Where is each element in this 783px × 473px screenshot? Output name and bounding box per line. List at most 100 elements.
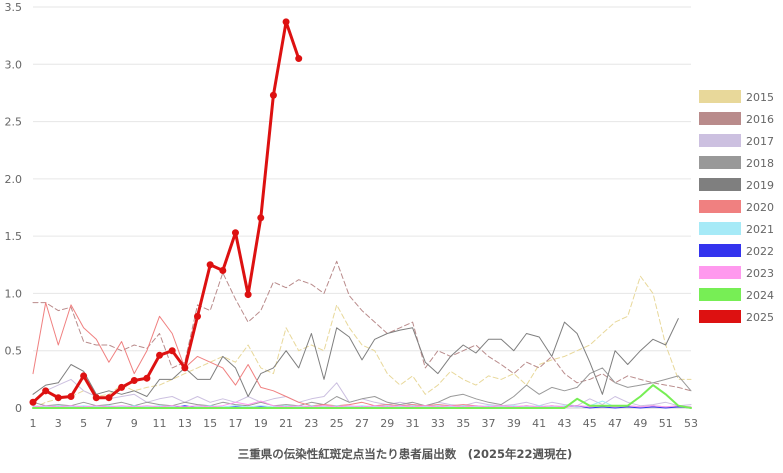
series-line-2023 — [32, 400, 692, 408]
y-axis-ticks: 0 0.5 1.0 1.5 2.0 2.5 3.0 3.5 — [5, 1, 23, 415]
x-axis-title: 三重県の伝染性紅斑定点当たり患者届出数 (2025年22週現在) — [238, 447, 573, 461]
x-tick-label: 23 — [304, 417, 318, 430]
x-tick-label: 39 — [507, 417, 521, 430]
x-axis-ticks: 1 3 5 7 9 11 13 15 17 19 21 23 25 27 29 31 33 35 37 39 41 43 4… — [30, 417, 699, 430]
x-tick-label: 13 — [178, 417, 192, 430]
x-tick-label: 21 — [279, 417, 293, 430]
legend-swatch — [699, 178, 741, 191]
x-tick-label: 43 — [557, 417, 571, 430]
series-point-2025 — [105, 394, 113, 402]
y-tick-label: 1.5 — [5, 230, 23, 243]
series-point-2025 — [244, 291, 252, 299]
series-point-2025 — [143, 374, 151, 382]
legend-label: 2022 — [746, 245, 774, 258]
series-point-2025 — [130, 377, 138, 385]
legend-label: 2023 — [746, 267, 774, 280]
legend-item-2023[interactable]: 2023 — [699, 266, 774, 280]
x-tick-label: 15 — [203, 417, 217, 430]
x-tick-label: 41 — [532, 417, 546, 430]
series-line-2019 — [32, 318, 679, 397]
series-point-2025 — [219, 267, 227, 275]
x-tick-label: 1 — [30, 417, 37, 430]
series-point-2025 — [269, 91, 277, 99]
legend-swatch — [699, 266, 741, 279]
legend-swatch — [699, 222, 741, 235]
legend-swatch — [699, 134, 741, 147]
legend-swatch — [699, 112, 741, 125]
legend-item-2019[interactable]: 2019 — [699, 178, 774, 192]
legend-swatch — [699, 244, 741, 257]
x-tick-label: 31 — [406, 417, 420, 430]
legend-label: 2017 — [746, 135, 774, 148]
legend-label: 2016 — [746, 113, 774, 126]
x-tick-label: 25 — [330, 417, 344, 430]
x-tick-label: 5 — [80, 417, 87, 430]
legend-item-2021[interactable]: 2021 — [699, 222, 774, 236]
y-tick-label: 3.5 — [5, 1, 23, 14]
x-tick-label: 47 — [608, 417, 622, 430]
x-tick-label: 37 — [482, 417, 496, 430]
legend-label: 2015 — [746, 91, 774, 104]
series-point-2025 — [54, 394, 62, 402]
legend-swatch — [699, 288, 741, 301]
x-tick-label: 9 — [131, 417, 138, 430]
legend-item-2020[interactable]: 2020 — [699, 200, 774, 214]
series-lines — [29, 18, 692, 409]
x-tick-label: 33 — [431, 417, 445, 430]
series-point-2025 — [42, 387, 50, 395]
legend-swatch — [699, 90, 741, 103]
legend-item-2015[interactable]: 2015 — [699, 90, 774, 104]
legend-label: 2020 — [746, 201, 774, 214]
x-tick-label: 11 — [153, 417, 167, 430]
series-line-2015 — [32, 275, 692, 409]
series-line-2016 — [32, 260, 692, 392]
x-tick-label: 45 — [583, 417, 597, 430]
series-point-2025 — [231, 229, 239, 237]
series-point-2025 — [168, 347, 176, 355]
x-tick-label: 27 — [355, 417, 369, 430]
x-tick-label: 51 — [659, 417, 673, 430]
series-point-2025 — [156, 351, 164, 359]
series-point-2025 — [295, 55, 303, 63]
series-point-2025 — [257, 214, 265, 222]
series-line-2025 — [31, 20, 301, 404]
legend-swatch — [699, 200, 741, 213]
legend-item-2022[interactable]: 2022 — [699, 244, 774, 258]
series-point-2025 — [181, 364, 189, 372]
series-point-2025 — [118, 383, 126, 391]
y-tick-label: 2.5 — [5, 116, 23, 129]
legend-item-2016[interactable]: 2016 — [699, 112, 774, 126]
legend-item-2025[interactable]: 2025 — [699, 310, 774, 324]
grid-lines — [33, 6, 691, 409]
x-tick-label: 49 — [633, 417, 647, 430]
legend-item-2024[interactable]: 2024 — [699, 288, 774, 302]
legend-label: 2024 — [746, 289, 774, 302]
x-tick-label: 19 — [254, 417, 268, 430]
legend-label: 2025 — [746, 311, 774, 324]
series-point-2025 — [92, 394, 100, 402]
series-point-2025 — [282, 18, 290, 26]
y-tick-label: 0.5 — [5, 345, 23, 358]
legend-item-2017[interactable]: 2017 — [699, 134, 774, 148]
legend-label: 2021 — [746, 223, 774, 236]
legend-label: 2019 — [746, 179, 774, 192]
x-tick-label: 53 — [684, 417, 698, 430]
legend-label: 2018 — [746, 157, 774, 170]
x-tick-label: 17 — [228, 417, 242, 430]
series-point-2025 — [194, 312, 201, 320]
series-point-2025 — [29, 398, 37, 406]
series-line-2024 — [32, 384, 692, 409]
legend-item-2018[interactable]: 2018 — [699, 156, 774, 170]
x-tick-label: 7 — [105, 417, 112, 430]
y-tick-label: 0 — [15, 402, 22, 415]
series-point-2025 — [206, 261, 214, 269]
x-tick-label: 29 — [380, 417, 394, 430]
series-point-2025 — [80, 372, 88, 380]
y-tick-label: 1.0 — [5, 287, 23, 300]
series-line-2018 — [32, 367, 692, 407]
x-tick-label: 35 — [456, 417, 470, 430]
y-tick-label: 2.0 — [5, 173, 23, 186]
legend-swatch — [699, 310, 741, 323]
legend: 2015 2016 2017 2018 2019 2020 2021 2022 2023 2024… — [699, 90, 774, 324]
